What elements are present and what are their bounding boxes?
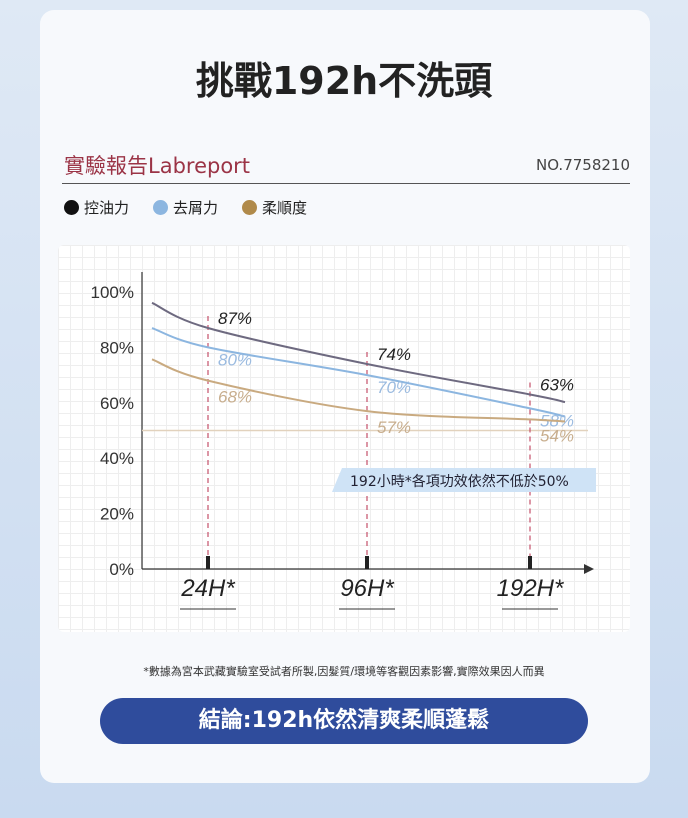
legend: 控油力 去屑力 柔順度 [64,197,307,218]
series-line [151,301,566,404]
footnote: *數據為宮本武藏實驗室受試者所製,因髮質/環境等客觀因素影響,實際效果因人而異 [143,665,545,678]
legend-item: 去屑力 [153,197,218,218]
data-label: 54% [540,426,574,445]
legend-label: 柔順度 [262,199,308,217]
legend-dot-icon [242,200,258,215]
x-tick-label: 24H* [180,575,235,602]
data-label: 70% [377,378,411,397]
y-tick-label: 20% [100,505,134,524]
y-tick-label: 60% [100,394,134,413]
annotation-text: 192小時*各項功效依然不低於50% [350,473,569,490]
conclusion-button[interactable]: 結論:192h依然清爽柔順蓬鬆 [100,698,588,744]
y-tick-label: 100% [91,283,134,302]
data-label: 68% [218,388,252,407]
data-label: 74% [377,345,411,364]
series-line [151,327,566,418]
y-tick-label: 80% [100,338,134,357]
legend-item: 柔順度 [242,197,307,218]
x-tick [528,556,532,569]
report-number: NO.7758210 [536,156,630,174]
legend-label: 去屑力 [173,199,219,217]
data-label: 87% [218,309,252,328]
legend-dot-icon [64,200,79,215]
legend-label: 控油力 [84,199,130,217]
page-title: 挑戰192h不洗頭 [195,59,493,103]
data-label: 80% [218,350,252,369]
y-tick-label: 0% [109,560,134,579]
x-axis-arrow-icon [584,564,594,574]
legend-dot-icon [153,200,169,215]
series-line [151,358,566,423]
divider [62,183,630,184]
x-tick [206,556,210,569]
data-label: 57% [377,418,411,437]
x-tick-label: 96H* [340,575,394,602]
y-tick-label: 40% [100,449,134,468]
legend-item: 控油力 [64,197,129,218]
x-tick [365,556,369,569]
annotation-banner [332,468,596,492]
report-heading: 實驗報告Labreport [64,154,251,178]
x-tick-label: 192H* [497,575,564,602]
chart-panel [58,245,630,632]
data-label: 63% [540,375,574,394]
